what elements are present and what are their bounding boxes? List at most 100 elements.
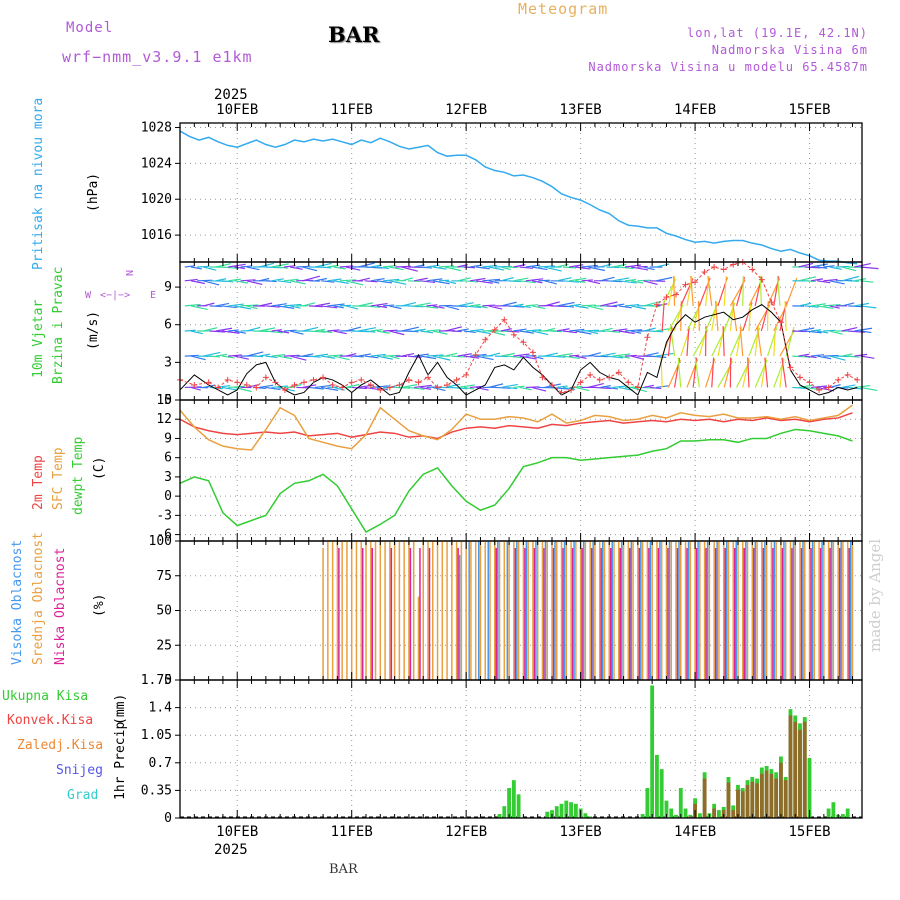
wind-arrow [389,355,400,360]
wind-gust-point [425,374,431,381]
wind-arrow [804,280,816,283]
wind-arrow [500,383,518,389]
wind-arrow [643,280,658,286]
wind-arrow [203,302,215,307]
wind-arrow [569,303,582,307]
wind-arrow [345,383,360,389]
wind-arrow [488,352,501,357]
wind-arrow [438,265,455,268]
wind-arrow [463,355,480,359]
precip-total-bar [807,758,812,818]
wind-arrow [562,305,575,308]
wind-arrow [321,305,338,309]
wind-arrow [476,330,491,335]
wind-arrow [321,355,336,359]
wind-arrow [265,355,278,359]
wind-gust-point [453,376,460,383]
wind-arrow [476,280,493,284]
clouds-ytick-label: 25 [156,638,172,653]
wind-arrow [562,386,576,390]
wind-arrow [550,330,563,333]
wind-arrow [562,280,580,283]
wind-arrow [414,353,429,357]
temp-ylabel-2m: 2m Temp [31,455,46,510]
precip-total-bar [669,808,674,818]
wind-arrow [333,386,345,391]
wind-arrow [407,305,424,308]
temperature-ytick-label: 6 [164,451,172,466]
wind-arrow [500,277,514,282]
wind-arrow [234,280,249,284]
wind-gust-point [682,281,689,288]
precip-total-bar [497,814,502,818]
wind-arrow [445,280,457,285]
wind-arrow [352,355,364,358]
wind-arrow [370,264,382,268]
wind-gust-point [634,384,641,391]
wind-arrow [655,276,673,282]
wind-arrow [841,353,853,357]
wind-arrow [860,266,879,270]
wind-arrow [432,305,445,309]
wind-arrow [203,327,218,332]
wind-arrow [544,352,558,357]
precip-panel: 0 0.35 0.7 1.05 1.4 1.75 [141,673,863,826]
temperature-ytick-label: -6 [156,528,172,543]
wind-arrow [581,329,599,332]
wind-ylabel2: Brzina i Pravac [51,267,66,384]
wind-arrow [432,386,446,392]
wind-arrow [432,280,450,285]
wind-arrow [401,301,417,307]
wind-arrow [618,305,632,309]
pressure-ylabel: Pritisak na nivou mora [31,98,46,270]
model-elevation-label: Nadmorska Visina u modelu 65.4587m [588,60,868,74]
wind-arrow [612,353,631,357]
wind-arrow [587,352,601,357]
wind-arrow [426,304,438,307]
wind-arrow [690,275,694,306]
wind-arrow [389,305,402,310]
precip-conv-bar [779,762,783,818]
wind-arrow [600,301,618,307]
wind-arrow [500,301,517,307]
wind-arrow [283,303,302,307]
wind-gust-point [329,381,336,388]
precip-conv-bar [802,721,807,818]
wind-arrow [401,353,415,357]
wind-arrow [290,305,301,309]
precip-conv-bar [769,773,774,818]
wind-arrow [203,266,217,271]
wind-arrow [643,301,661,307]
wind-gust-point [491,326,498,333]
precip-total-bar [516,794,521,818]
wind-arrow [283,278,299,282]
wind-arrow [358,302,373,307]
wind-arrow [240,304,259,307]
bottom-day-label: 11FEB [331,824,373,840]
wind-gust-point [720,266,727,273]
wind-arrow [531,266,548,271]
wind-arrow [707,276,713,306]
wind-arrow [339,279,357,282]
wind-arrow [376,330,390,334]
temperature-ytick-label: 0 [164,489,172,504]
wind-arrow [655,327,671,332]
wind-arrow [631,386,647,393]
wind-gust-point [310,376,317,383]
wind-arrow [476,386,489,391]
wind-gust-point [205,379,212,386]
wind-gust-point [463,371,470,378]
clouds-ytick-label: 100 [149,534,172,549]
wind-arrow [265,280,277,283]
wind-gust-point [291,381,298,388]
temp-ylabel-sfc: SFC Temp [51,447,66,510]
wind-ytick-label: 0 [164,393,172,408]
temperature-ytick-label: 12 [156,412,172,427]
wind-arrow [531,386,547,392]
wind-arrow [426,354,444,357]
wind-arrow [401,277,414,282]
compass-w: W [85,290,92,301]
wind-arrow [500,352,515,357]
wind-gust-point [539,374,546,381]
wind-arrow [854,278,867,282]
